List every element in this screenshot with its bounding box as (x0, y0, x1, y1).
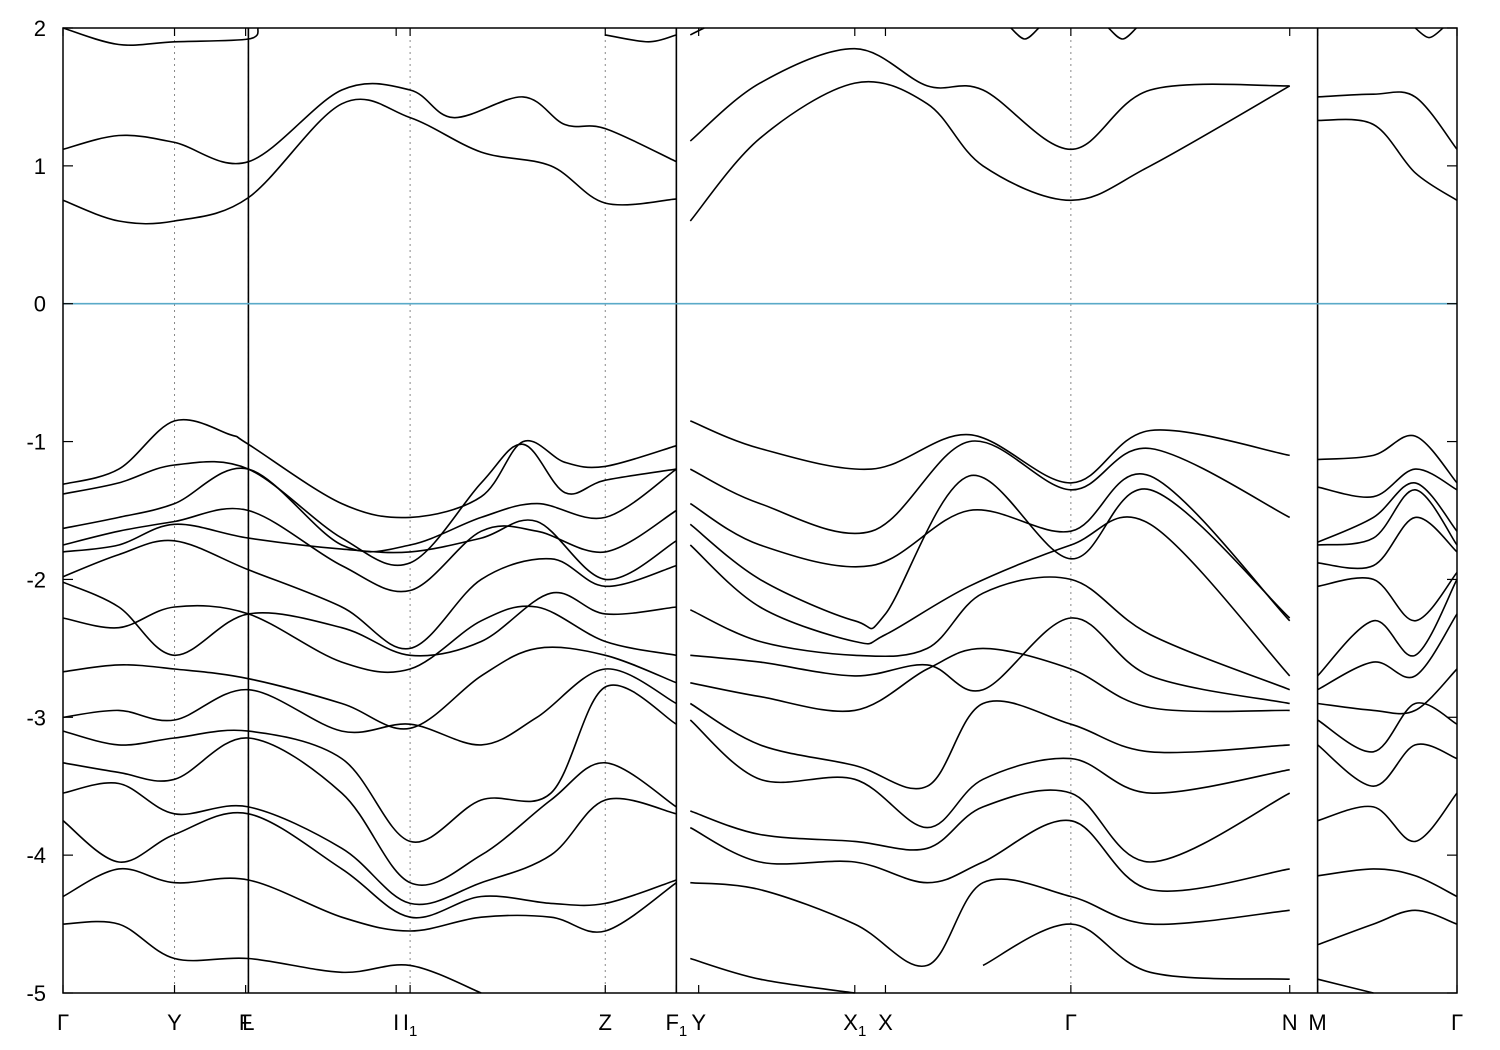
x-tick-label: Z (599, 1010, 612, 1035)
band-line (689, 576, 1290, 691)
band-line (689, 440, 1291, 535)
x-tick-label: F1 (665, 1010, 687, 1040)
band-line (1317, 702, 1458, 753)
x-tick-label: N (1282, 1010, 1298, 1035)
band-line (1317, 743, 1458, 787)
band-line (1317, 91, 1458, 150)
band-line (690, 647, 1290, 713)
y-tick-label: -3 (26, 705, 46, 730)
x-tick-label: Γ (1065, 1010, 1077, 1035)
band-line (62, 507, 677, 593)
x-tick-label: X (878, 1010, 893, 1035)
band-line (1317, 482, 1458, 543)
band-line (62, 604, 677, 674)
plot-frame (62, 27, 1458, 994)
x-tick-label: I1 (403, 1010, 417, 1040)
band-line (62, 920, 482, 994)
band-line (1317, 434, 1458, 484)
band-line (690, 957, 855, 994)
band-line (1317, 868, 1458, 898)
band-line (62, 27, 259, 46)
band-line (62, 82, 677, 165)
frame-layer (62, 27, 1458, 994)
band-line (689, 819, 1290, 892)
x-tick-label: I (393, 1010, 399, 1035)
band-line (1317, 792, 1458, 843)
band-line (62, 467, 677, 553)
band-line (690, 420, 1290, 484)
band-line (62, 811, 677, 919)
band-line (982, 923, 1290, 980)
band-layer (62, 27, 1458, 994)
band-line (1317, 613, 1458, 691)
y-tick-label: -4 (26, 843, 46, 868)
band-line (690, 789, 1291, 863)
band-line (605, 34, 677, 43)
y-axis-ticks: -5 -4 -3 -2 -1 0 1 2 (26, 16, 1457, 1006)
band-line (1317, 668, 1458, 715)
band-line (62, 782, 677, 906)
x-tick-label: Y (691, 1010, 706, 1035)
band-line (1010, 27, 1040, 40)
x-tick-label: X1 (843, 1010, 866, 1040)
band-line (62, 418, 677, 519)
band-line (1414, 27, 1444, 39)
x-tick-label: Γ (1451, 1010, 1463, 1035)
band-line (689, 81, 1291, 222)
band-line (1317, 579, 1458, 677)
band-line (689, 27, 705, 36)
band-line (689, 516, 1291, 677)
x-tick-label: F (239, 1010, 252, 1035)
band-line (62, 646, 677, 730)
y-tick-label: -5 (26, 981, 46, 1006)
band-line (62, 668, 677, 746)
band-line (1317, 978, 1374, 994)
band-line (1317, 516, 1458, 570)
band-line (62, 737, 677, 886)
band-line (1317, 909, 1458, 946)
x-tick-label: L (242, 1010, 254, 1035)
x-tick-label: M (1308, 1010, 1326, 1035)
band-line (62, 539, 677, 650)
band-line (62, 443, 677, 567)
band-line (1317, 118, 1458, 201)
y-tick-label: -1 (26, 430, 46, 455)
band-line (62, 519, 677, 581)
band-line (62, 98, 677, 225)
y-tick-label: 2 (34, 16, 46, 41)
band-line (690, 617, 1290, 705)
band-line (62, 867, 677, 933)
band-line (62, 581, 677, 657)
band-line (689, 719, 1290, 829)
band-line (1317, 468, 1458, 499)
band-line (62, 684, 677, 843)
band-line (1107, 27, 1137, 40)
band-line (690, 878, 1290, 968)
band-line (689, 47, 1290, 151)
y-tick-label: 0 (34, 292, 46, 317)
x-tick-label: Γ (57, 1010, 69, 1035)
y-tick-label: -2 (26, 567, 46, 592)
band-line (1317, 571, 1458, 622)
x-tick-label: Y (167, 1010, 182, 1035)
y-tick-label: 1 (34, 154, 46, 179)
band-line (689, 473, 1291, 622)
band-line (689, 700, 1290, 790)
band-line (689, 474, 1291, 630)
band-line (1317, 488, 1458, 546)
grid-layer (174, 28, 1319, 993)
